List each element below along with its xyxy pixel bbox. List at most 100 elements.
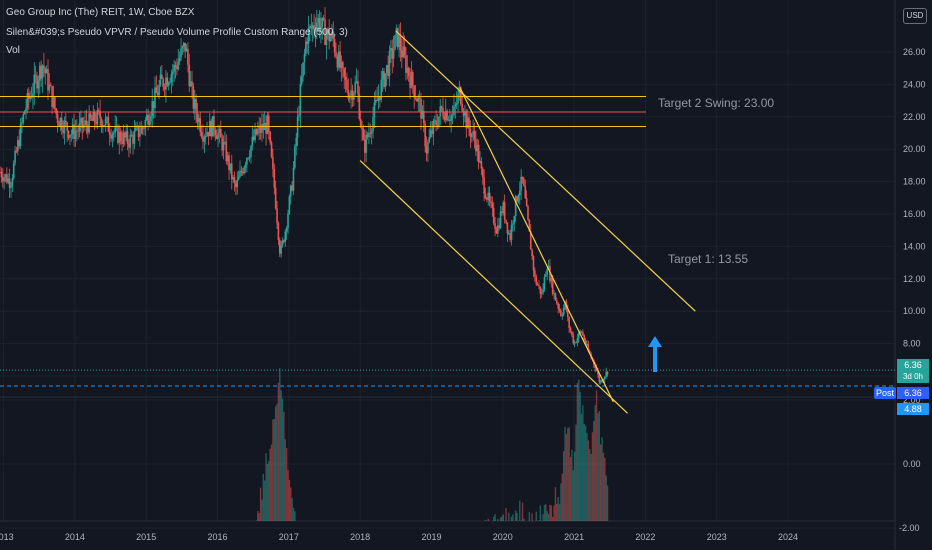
- candle-body: [368, 132, 370, 137]
- candle-body: [394, 35, 396, 50]
- volume-bar: [531, 513, 533, 521]
- candle-body: [568, 316, 570, 328]
- time-tick-label: 2019: [421, 532, 441, 542]
- candle-body: [172, 71, 174, 74]
- price-tick-label: 24.00: [903, 79, 926, 89]
- candle-body: [199, 117, 202, 132]
- volume-bar: [554, 487, 557, 521]
- candle-body: [188, 64, 191, 86]
- candle-body: [111, 134, 114, 139]
- candle-body: [277, 222, 280, 240]
- indicator-label[interactable]: Silen&#039;s Pseudo VPVR / Pseudo Volume…: [6, 27, 348, 38]
- chart-title: Geo Group Inc (The) REIT, 1W, Cboe BZX: [6, 7, 195, 18]
- candle-body: [121, 140, 123, 144]
- candle-body: [582, 332, 584, 336]
- candle-body: [346, 79, 348, 91]
- candle-body: [214, 130, 217, 136]
- candle-body: [118, 131, 121, 144]
- candle-body: [549, 265, 551, 282]
- volume-bar: [602, 452, 605, 521]
- candle-body: [241, 171, 244, 174]
- candle-body: [438, 116, 440, 127]
- volume-bar: [272, 419, 274, 521]
- volume-bar: [575, 424, 577, 521]
- candle-body: [300, 76, 303, 84]
- candle-body: [573, 342, 576, 344]
- volume-bar: [605, 475, 607, 521]
- candle-body: [141, 127, 144, 129]
- candle-body: [481, 168, 484, 178]
- candle-body: [140, 127, 143, 134]
- volume-bar: [290, 487, 292, 521]
- volume-bar: [269, 448, 271, 521]
- candle-body: [309, 26, 311, 28]
- volume-bar: [606, 485, 609, 521]
- candle-body: [71, 124, 74, 135]
- candle-body: [572, 335, 575, 344]
- volume-bar: [288, 479, 291, 521]
- candle-body: [107, 117, 110, 132]
- candle-body: [337, 51, 340, 68]
- price-tick-label: 16.00: [903, 209, 926, 219]
- candle-body: [251, 136, 254, 146]
- candle-body: [295, 137, 298, 147]
- candle-body: [248, 156, 251, 159]
- candle-body: [215, 135, 218, 139]
- candle-body: [465, 111, 468, 129]
- volume-bar: [268, 461, 270, 521]
- target-1-label: Target 1: 13.55: [668, 252, 748, 266]
- candle-body: [43, 65, 45, 69]
- candle-body: [130, 134, 133, 137]
- volume-bar: [285, 447, 288, 521]
- candle-body: [376, 99, 378, 101]
- candle-body: [527, 206, 529, 220]
- candle-body: [324, 19, 326, 45]
- candle-body: [104, 118, 107, 126]
- candle-body: [461, 103, 463, 111]
- volume-bar: [569, 457, 572, 521]
- candle-body: [443, 115, 446, 121]
- volume-tick-label: -2.00: [899, 523, 920, 533]
- volume-bar: [262, 473, 265, 521]
- candle-body: [299, 83, 302, 116]
- candle-body: [8, 178, 11, 188]
- candle-body: [487, 192, 490, 200]
- volume-label[interactable]: Vol: [6, 45, 20, 56]
- volume-bar: [505, 507, 507, 521]
- candle-body: [583, 335, 586, 341]
- candle-body: [377, 96, 380, 101]
- candle-body: [11, 178, 14, 187]
- candle-body: [418, 97, 421, 100]
- candle-body: [169, 82, 171, 83]
- post-price-tag: 6.36: [897, 387, 929, 399]
- candle-body: [133, 130, 136, 144]
- candle-body: [472, 131, 474, 135]
- candle-body: [333, 38, 336, 52]
- candle-body: [170, 73, 173, 83]
- volume-bar: [584, 425, 587, 521]
- candle-body: [457, 93, 459, 104]
- time-tick-label: 2023: [707, 532, 727, 542]
- candle-body: [390, 47, 392, 51]
- volume-bar: [551, 516, 554, 521]
- candle-body: [28, 92, 30, 100]
- candle-body: [229, 163, 232, 171]
- price-tick-label: 18.00: [903, 177, 926, 187]
- volume-bar: [573, 451, 576, 521]
- volume-bar: [543, 505, 546, 521]
- candle-body: [161, 74, 163, 79]
- candle-body: [370, 131, 373, 134]
- volume-bar: [539, 505, 542, 521]
- candle-body: [58, 122, 60, 127]
- candle-body: [372, 117, 374, 132]
- candle-body: [380, 79, 383, 100]
- time-tick-label: 2021: [564, 532, 584, 542]
- candle-body: [499, 211, 502, 228]
- currency-button[interactable]: USD: [903, 8, 927, 24]
- candle-body: [387, 65, 389, 77]
- candle-body: [354, 82, 357, 93]
- candle-body: [103, 125, 106, 126]
- candle-body: [505, 219, 507, 223]
- candle-body: [495, 228, 498, 234]
